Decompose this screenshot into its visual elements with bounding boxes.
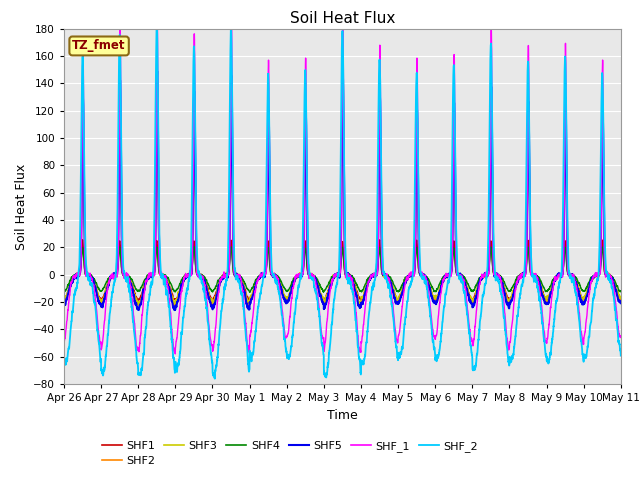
SHF5 xyxy=(468,300,476,306)
SHF_1 xyxy=(468,336,476,342)
SHF5 xyxy=(322,301,330,307)
SHF5 xyxy=(60,301,68,307)
SHF5 xyxy=(161,275,168,280)
SHF4 xyxy=(436,279,444,285)
SHF3 xyxy=(322,296,330,301)
SHF3 xyxy=(616,295,624,301)
Line: SHF3: SHF3 xyxy=(64,103,621,304)
SHF1 xyxy=(161,274,168,280)
SHF5 xyxy=(617,300,625,306)
SHF_1 xyxy=(172,351,179,357)
SHF3 xyxy=(134,301,142,307)
SHF_1 xyxy=(616,334,624,339)
SHF4 xyxy=(322,286,330,292)
SHF3 xyxy=(60,298,68,304)
SHF5 xyxy=(499,284,507,289)
Legend: SHF1, SHF2, SHF3, SHF4, SHF5, SHF_1, SHF_2: SHF1, SHF2, SHF3, SHF4, SHF5, SHF_1, SHF… xyxy=(97,436,483,471)
SHF4 xyxy=(160,272,168,278)
SHF1 xyxy=(60,296,68,301)
SHF2 xyxy=(499,282,507,288)
SHF4 xyxy=(60,289,68,295)
SHF_1 xyxy=(60,340,68,346)
Y-axis label: Soil Heat Flux: Soil Heat Flux xyxy=(15,163,28,250)
SHF1 xyxy=(436,284,444,289)
SHF_1 xyxy=(161,274,168,279)
SHF1 xyxy=(431,298,439,303)
SHF4 xyxy=(616,289,624,295)
SHF1 xyxy=(468,296,476,301)
SHF_2 xyxy=(436,338,444,344)
SHF5 xyxy=(436,288,444,293)
Line: SHF4: SHF4 xyxy=(64,247,621,292)
SHF2 xyxy=(154,83,161,89)
SHF_2 xyxy=(161,276,168,282)
Line: SHF5: SHF5 xyxy=(64,71,621,310)
SHF_2 xyxy=(322,372,330,378)
SHF4 xyxy=(617,288,625,294)
SHF4 xyxy=(190,244,198,250)
SHF5 xyxy=(154,68,161,74)
SHF_1 xyxy=(499,292,507,298)
SHF1 xyxy=(499,280,507,286)
SHF2 xyxy=(468,298,476,303)
Line: SHF_1: SHF_1 xyxy=(64,9,621,354)
SHF_1 xyxy=(617,334,625,340)
SHF2 xyxy=(60,298,68,304)
SHF3 xyxy=(161,273,168,278)
SHF1 xyxy=(616,297,624,302)
SHF2 xyxy=(321,304,328,310)
SHF2 xyxy=(617,297,625,303)
SHF3 xyxy=(468,295,476,301)
SHF1 xyxy=(617,297,625,302)
SHF2 xyxy=(616,297,624,302)
SHF_2 xyxy=(60,354,68,360)
SHF3 xyxy=(499,281,507,287)
SHF_1 xyxy=(154,6,161,12)
SHF1 xyxy=(322,294,330,300)
SHF_2 xyxy=(211,376,219,382)
Line: SHF_2: SHF_2 xyxy=(64,23,621,379)
Text: TZ_fmet: TZ_fmet xyxy=(72,39,126,52)
SHF1 xyxy=(79,237,86,243)
SHF5 xyxy=(616,300,624,305)
SHF_2 xyxy=(617,353,625,359)
SHF4 xyxy=(468,288,476,293)
SHF4 xyxy=(246,289,253,295)
Title: Soil Heat Flux: Soil Heat Flux xyxy=(290,11,395,26)
SHF_1 xyxy=(436,292,444,298)
Line: SHF1: SHF1 xyxy=(64,240,621,300)
SHF3 xyxy=(436,282,444,288)
SHF2 xyxy=(161,274,168,279)
SHF_2 xyxy=(616,348,624,354)
Line: SHF2: SHF2 xyxy=(64,86,621,307)
SHF_2 xyxy=(499,304,507,310)
SHF_2 xyxy=(468,349,476,355)
SHF2 xyxy=(436,283,444,288)
SHF3 xyxy=(617,293,625,299)
SHF3 xyxy=(227,100,235,106)
SHF4 xyxy=(499,276,507,282)
SHF2 xyxy=(322,300,330,305)
SHF_1 xyxy=(322,334,330,339)
X-axis label: Time: Time xyxy=(327,408,358,421)
SHF_2 xyxy=(153,20,161,25)
SHF5 xyxy=(171,307,179,313)
